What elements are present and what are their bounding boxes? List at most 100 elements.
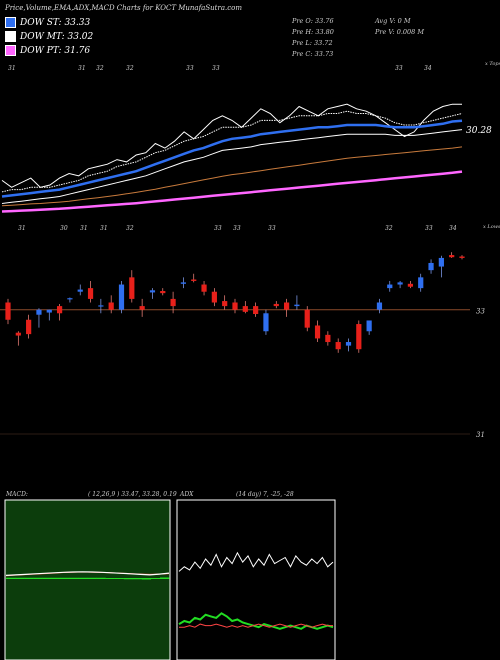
candle-body bbox=[273, 303, 279, 307]
price-label: 31 bbox=[476, 431, 485, 439]
ema-top-tick: 34 bbox=[424, 65, 432, 72]
candle-body bbox=[98, 305, 104, 307]
macd-hist-bar bbox=[15, 577, 25, 579]
macd-hist-bar bbox=[132, 578, 143, 580]
legend-mt-swatch bbox=[5, 31, 16, 42]
macd-hist-bar bbox=[60, 577, 70, 579]
candle-body bbox=[129, 277, 135, 299]
macd-panel: MACD: ( 12,26,9 ) 33.47, 33.28, 0.19 bbox=[4, 491, 177, 660]
candle-body bbox=[335, 342, 341, 350]
stat-pre-volume: Pre V: 0.008 M bbox=[375, 28, 425, 36]
candle-body bbox=[428, 262, 434, 271]
legend-pt-swatch bbox=[5, 45, 16, 56]
candle-body bbox=[87, 288, 94, 299]
candle-body bbox=[345, 342, 352, 346]
ema-top-tick: 33 bbox=[212, 65, 220, 72]
candle-top-tick: 30 bbox=[60, 225, 68, 232]
candle-body bbox=[232, 302, 238, 310]
macd-hist-bar bbox=[105, 578, 115, 579]
macd-title: MACD: bbox=[5, 491, 28, 498]
price-label: 33 bbox=[476, 308, 485, 316]
candle-body bbox=[56, 306, 63, 314]
candle-top-tick: 33 bbox=[425, 225, 433, 232]
candle-body bbox=[418, 277, 424, 289]
candle-top-tick: 31 bbox=[18, 225, 26, 232]
candle-body bbox=[26, 319, 32, 335]
ema-panel: 31 31 32 32 33 33 33 34 x Tops 30.28 bbox=[1, 61, 500, 213]
chart-title: Price,Volume,EMA,ADX,MACD Charts for KOC… bbox=[5, 4, 242, 12]
candle-body bbox=[77, 289, 83, 292]
macd-hist-bar bbox=[123, 578, 133, 580]
candle-body bbox=[294, 304, 300, 307]
stat-close: Pre C: 33.73 bbox=[292, 50, 334, 58]
candle-body bbox=[449, 255, 455, 258]
candle-top-tick: 33 bbox=[268, 225, 276, 232]
macd-hist-bar bbox=[42, 577, 52, 579]
candle-top-tick: 31 bbox=[80, 225, 88, 232]
macd-hist-bar bbox=[6, 577, 16, 579]
ema-top-tick: 33 bbox=[395, 65, 403, 72]
macd-line bbox=[5, 571, 170, 576]
candle-body bbox=[407, 283, 414, 287]
ema-series-line bbox=[1, 129, 463, 204]
ema-series-line bbox=[1, 119, 463, 198]
candle-body bbox=[222, 301, 228, 307]
candle-top-tick: 33 bbox=[233, 225, 241, 232]
candle-top-tick: 33 bbox=[214, 225, 222, 232]
candle-body bbox=[253, 306, 259, 314]
candle-body bbox=[325, 334, 331, 343]
stat-high: Pre H: 33.80 bbox=[292, 28, 334, 36]
legend-pt-label: DOW PT: 31.76 bbox=[20, 45, 91, 56]
macd-hist-bar bbox=[33, 577, 43, 579]
candle-body bbox=[5, 302, 11, 320]
candle-body bbox=[314, 325, 321, 339]
ema-series-line bbox=[1, 170, 463, 213]
candle-body bbox=[36, 309, 42, 315]
macd-hist-bar bbox=[78, 577, 88, 579]
candle-top-tick: 32 bbox=[385, 225, 393, 232]
candle-body bbox=[304, 309, 310, 328]
legend-st-swatch bbox=[5, 17, 16, 28]
candle-body bbox=[46, 309, 52, 313]
adx-params: (14 day) 7, -25, -28 bbox=[236, 491, 294, 498]
ema-corner-label: x Tops bbox=[485, 61, 500, 67]
macd-frame bbox=[4, 499, 171, 660]
adx-title: ADX bbox=[179, 491, 194, 498]
candle-body bbox=[149, 290, 156, 293]
macd-hist-bar bbox=[69, 577, 79, 579]
ema-last-value: 30.28 bbox=[466, 126, 492, 136]
adx-series-line bbox=[179, 623, 333, 628]
ema-top-tick: 33 bbox=[186, 65, 194, 72]
candle-body bbox=[191, 279, 197, 281]
candle-body bbox=[180, 282, 187, 284]
ema-series-line bbox=[1, 103, 462, 188]
candle-body bbox=[211, 291, 217, 303]
stat-open: Pre O: 33.76 bbox=[292, 17, 334, 25]
macd-hist-bar bbox=[114, 578, 124, 579]
candle-top-tick: 31 bbox=[100, 225, 108, 232]
adx-frame bbox=[176, 499, 336, 660]
ema-top-tick: 32 bbox=[126, 65, 134, 72]
macd-hist-bar bbox=[159, 577, 170, 579]
legend-pt: DOW PT: 31.76 bbox=[5, 45, 90, 56]
candle-body bbox=[118, 284, 125, 310]
candle-body bbox=[160, 291, 166, 294]
candle-panel: 31 30 31 31 32 33 33 33 32 33 34 x Lows 33 31 bbox=[0, 224, 500, 439]
stat-avg-volume: Avg V: 0 M bbox=[375, 17, 411, 25]
candle-body bbox=[242, 306, 248, 312]
macd-hist-bar bbox=[96, 577, 106, 579]
legend-st-label: DOW ST: 33.33 bbox=[20, 17, 91, 28]
ema-series-line bbox=[1, 146, 463, 207]
candle-body bbox=[283, 302, 290, 310]
adx-series-line bbox=[178, 551, 334, 572]
macd-hist-bar bbox=[150, 578, 161, 579]
candle-top-tick: 32 bbox=[126, 225, 134, 232]
legend-mt-label: DOW MT: 33.02 bbox=[20, 31, 94, 42]
candle-body bbox=[201, 284, 207, 292]
candle-body bbox=[397, 282, 403, 285]
ema-top-tick: 31 bbox=[78, 65, 86, 72]
candle-body bbox=[376, 302, 383, 310]
adx-panel: ADX (14 day) 7, -25, -28 bbox=[176, 491, 336, 660]
candle-body bbox=[139, 306, 145, 310]
